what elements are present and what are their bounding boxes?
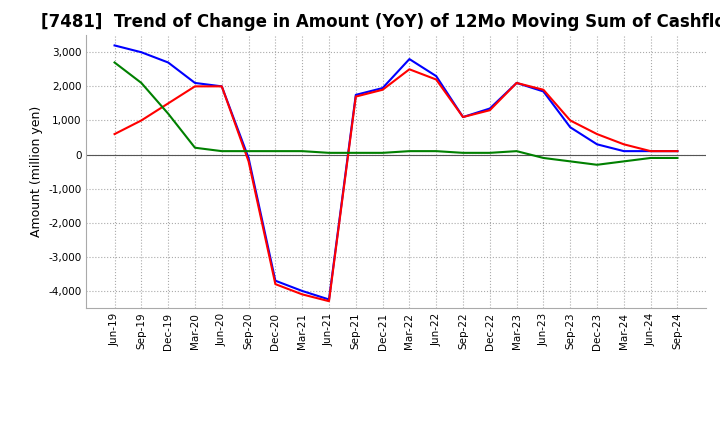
Free Cashflow [378,85,387,91]
Investing Cashflow [110,60,119,65]
Investing Cashflow [405,148,414,154]
Investing Cashflow [513,148,521,154]
Free Cashflow [619,148,628,154]
Operating Cashflow [647,148,655,154]
Free Cashflow [647,148,655,154]
Free Cashflow [539,89,548,94]
Operating Cashflow [566,118,575,123]
Free Cashflow [485,106,494,111]
Operating Cashflow [593,132,601,137]
Free Cashflow [217,84,226,89]
Line: Investing Cashflow: Investing Cashflow [114,62,678,165]
Operating Cashflow [137,118,145,123]
Investing Cashflow [647,155,655,161]
Investing Cashflow [298,148,307,154]
Investing Cashflow [378,150,387,155]
Operating Cashflow [485,107,494,113]
Title: [7481]  Trend of Change in Amount (YoY) of 12Mo Moving Sum of Cashflows: [7481] Trend of Change in Amount (YoY) o… [41,13,720,31]
Line: Free Cashflow: Free Cashflow [114,45,678,300]
Operating Cashflow [325,299,333,304]
Operating Cashflow [351,94,360,99]
Free Cashflow [566,125,575,130]
Free Cashflow [325,297,333,302]
Operating Cashflow [164,101,173,106]
Operating Cashflow [405,66,414,72]
Investing Cashflow [217,148,226,154]
Operating Cashflow [513,80,521,85]
Operating Cashflow [619,142,628,147]
Investing Cashflow [539,155,548,161]
Operating Cashflow [191,84,199,89]
Investing Cashflow [673,155,682,161]
Investing Cashflow [164,111,173,116]
Investing Cashflow [566,159,575,164]
Investing Cashflow [485,150,494,155]
Operating Cashflow [378,87,387,92]
Operating Cashflow [271,282,279,287]
Free Cashflow [513,80,521,85]
Operating Cashflow [432,77,441,82]
Free Cashflow [351,92,360,98]
Operating Cashflow [244,159,253,164]
Free Cashflow [459,114,467,120]
Investing Cashflow [137,80,145,85]
Operating Cashflow [459,114,467,120]
Free Cashflow [271,278,279,283]
Y-axis label: Amount (million yen): Amount (million yen) [30,106,42,237]
Investing Cashflow [619,159,628,164]
Investing Cashflow [432,148,441,154]
Operating Cashflow [110,132,119,137]
Free Cashflow [110,43,119,48]
Investing Cashflow [191,145,199,150]
Investing Cashflow [593,162,601,167]
Free Cashflow [191,80,199,85]
Free Cashflow [432,73,441,79]
Investing Cashflow [271,148,279,154]
Free Cashflow [593,142,601,147]
Free Cashflow [137,50,145,55]
Operating Cashflow [298,292,307,297]
Investing Cashflow [244,148,253,154]
Free Cashflow [298,288,307,293]
Free Cashflow [673,148,682,154]
Operating Cashflow [673,148,682,154]
Free Cashflow [405,56,414,62]
Line: Operating Cashflow: Operating Cashflow [114,69,678,301]
Free Cashflow [244,155,253,161]
Operating Cashflow [217,84,226,89]
Investing Cashflow [459,150,467,155]
Free Cashflow [164,60,173,65]
Operating Cashflow [539,87,548,92]
Investing Cashflow [351,150,360,155]
Investing Cashflow [325,150,333,155]
